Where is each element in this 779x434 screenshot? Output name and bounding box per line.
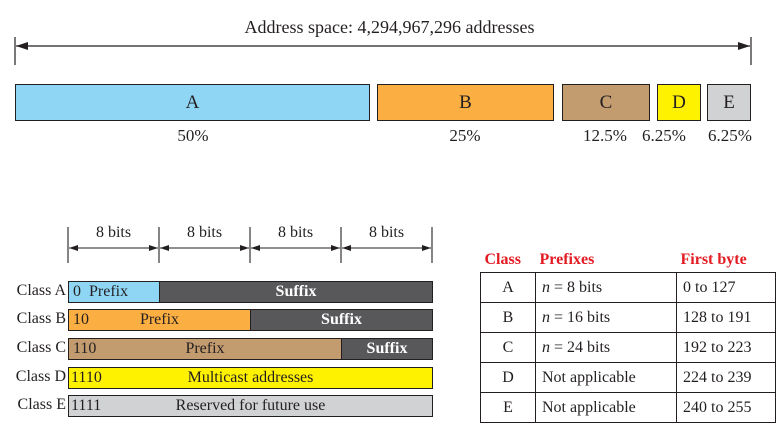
row-class: A bbox=[480, 272, 536, 303]
table-row: B n = 16 bits 128 to 191 bbox=[480, 302, 776, 333]
class-e-prefix-bits: 1111 bbox=[71, 397, 102, 414]
class-b-segment-label: B bbox=[459, 91, 472, 113]
class-c-prefix-text: Prefix bbox=[185, 340, 225, 357]
class-c-segment-label: C bbox=[599, 91, 613, 113]
class-c-segment: C bbox=[562, 84, 650, 121]
row-first-byte: 0 to 127 bbox=[676, 272, 776, 303]
class-b-prefix-text: Prefix bbox=[139, 311, 180, 328]
class-e-segment-label: E bbox=[723, 91, 735, 113]
address-space-label: Address space: 4,294,967,296 addresses bbox=[244, 17, 535, 37]
class-e-percent: 6.25% bbox=[708, 126, 752, 145]
class-e-segment: E bbox=[707, 84, 751, 121]
bit-dimension-arrows bbox=[67, 227, 433, 263]
bits-label-2: 8 bits bbox=[186, 224, 223, 241]
header-class: Class bbox=[484, 251, 521, 268]
row-first-byte: 240 to 255 bbox=[676, 392, 776, 423]
row-prefix: n = 8 bits bbox=[535, 272, 677, 303]
class-c-prefix-bits: 110 bbox=[73, 340, 97, 357]
class-b-percent: 25% bbox=[449, 126, 481, 145]
table-row: D Not applicable 224 to 239 bbox=[480, 362, 776, 393]
row-prefix: Not applicable bbox=[535, 392, 677, 423]
row-class: E bbox=[480, 392, 536, 423]
class-a-segment-label: A bbox=[185, 91, 200, 113]
address-space-arrow bbox=[14, 37, 752, 65]
class-d-segment-label: D bbox=[672, 91, 686, 113]
class-d-prefix-bits: 1110 bbox=[71, 369, 102, 386]
bits-label-3: 8 bits bbox=[277, 224, 314, 241]
prefix-value: = 8 bits bbox=[550, 278, 603, 296]
class-d-text: Multicast addresses bbox=[187, 369, 314, 386]
class-a-prefix-field: 0 Prefix bbox=[68, 281, 160, 303]
class-c-percent: 12.5% bbox=[583, 126, 627, 145]
class-d-row-label: Class D bbox=[15, 368, 66, 385]
table-row: E Not applicable 240 to 255 bbox=[480, 392, 776, 423]
class-c-prefix-field: 110 Prefix bbox=[68, 338, 342, 360]
header-prefixes: Prefixes bbox=[539, 251, 595, 268]
row-class: D bbox=[480, 362, 536, 393]
prefix-value: = 16 bits bbox=[550, 308, 611, 326]
header-first-byte: First byte bbox=[680, 251, 747, 268]
row-class: C bbox=[480, 332, 536, 363]
class-a-prefix-text: Prefix bbox=[89, 283, 129, 300]
row-prefix: n = 24 bits bbox=[535, 332, 677, 363]
class-b-segment: B bbox=[377, 84, 554, 121]
class-b-row-label: Class B bbox=[16, 310, 66, 327]
row-class: B bbox=[480, 302, 536, 333]
class-a-suffix-field: Suffix bbox=[159, 281, 433, 303]
class-e-field: 1111 Reserved for future use bbox=[68, 395, 433, 417]
row-prefix: n = 16 bits bbox=[535, 302, 677, 333]
class-e-text: Reserved for future use bbox=[175, 397, 326, 414]
row-first-byte: 192 to 223 bbox=[676, 332, 776, 363]
class-b-prefix-field: 10 Prefix bbox=[68, 309, 251, 331]
class-a-row-label: Class A bbox=[16, 282, 66, 299]
class-c-suffix-field: Suffix bbox=[341, 338, 433, 360]
row-first-byte: 128 to 191 bbox=[676, 302, 776, 333]
class-d-field: 1110 Multicast addresses bbox=[68, 367, 433, 389]
table-row: A n = 8 bits 0 to 127 bbox=[480, 272, 776, 303]
class-e-row-label: Class E bbox=[17, 396, 66, 413]
bits-label-1: 8 bits bbox=[95, 224, 132, 241]
class-b-suffix-field: Suffix bbox=[250, 309, 433, 331]
class-d-segment: D bbox=[657, 84, 701, 121]
class-a-percent: 50% bbox=[177, 126, 209, 145]
bits-label-4: 8 bits bbox=[368, 224, 405, 241]
class-table-header: Class Prefixes First byte bbox=[481, 248, 776, 273]
class-d-percent: 6.25% bbox=[642, 126, 686, 145]
row-prefix: Not applicable bbox=[535, 362, 677, 393]
prefix-variable: n bbox=[542, 338, 550, 356]
prefix-value: = 24 bits bbox=[550, 338, 611, 356]
class-b-prefix-bits: 10 bbox=[73, 311, 89, 328]
class-table: Class Prefixes First byte A n = 8 bits 0… bbox=[480, 248, 776, 423]
class-c-row-label: Class C bbox=[16, 339, 66, 356]
table-row: C n = 24 bits 192 to 223 bbox=[480, 332, 776, 363]
prefix-variable: n bbox=[542, 308, 550, 326]
class-a-segment: A bbox=[15, 84, 370, 121]
row-first-byte: 224 to 239 bbox=[676, 362, 776, 393]
prefix-variable: n bbox=[542, 278, 550, 296]
class-a-prefix-bits: 0 bbox=[73, 283, 81, 300]
